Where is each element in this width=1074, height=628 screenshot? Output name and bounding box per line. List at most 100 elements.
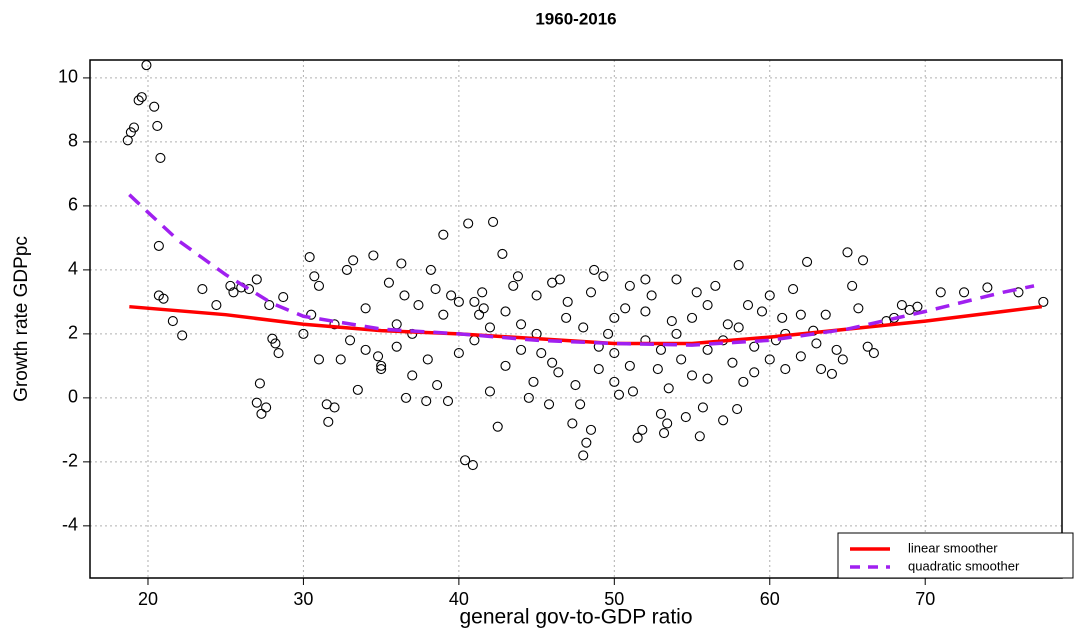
scatter-point	[484, 386, 496, 397]
scatter-point	[211, 300, 222, 311]
scatter-point	[500, 306, 511, 317]
y-tick-label: 8	[68, 131, 78, 151]
scatter-point	[831, 344, 842, 355]
scatter-point	[463, 218, 474, 229]
scatter-point	[562, 296, 573, 307]
scatter-point	[313, 354, 325, 365]
scatter-point	[780, 364, 791, 375]
legend-label: quadratic smoother	[908, 558, 1020, 573]
scatter-point	[438, 229, 449, 240]
scatter-point	[722, 319, 733, 330]
scatter-point	[432, 380, 443, 391]
scatter-point	[811, 338, 822, 349]
legend-box	[837, 532, 1074, 579]
scatter-point	[430, 284, 441, 295]
scatter-point	[659, 428, 670, 439]
scatter-point	[251, 397, 262, 408]
scatter-point	[133, 95, 144, 106]
y-tick-label: 4	[68, 259, 78, 279]
scatter-point	[718, 415, 729, 426]
scatter-point	[438, 309, 449, 320]
scatter-point	[197, 284, 208, 295]
scatter-point	[335, 354, 346, 365]
scatter-point	[795, 309, 806, 320]
scatter-point	[477, 287, 488, 298]
scatter-point	[531, 290, 542, 301]
scatter-point	[391, 341, 402, 352]
scatter-point	[727, 357, 738, 368]
scatter-point	[453, 348, 464, 359]
scatter-point	[396, 258, 407, 269]
scatter-point	[598, 271, 609, 282]
x-tick-label: 50	[604, 589, 624, 609]
scatter-point	[442, 396, 454, 407]
scatter-point	[474, 309, 485, 320]
scatter-point	[446, 290, 457, 301]
scatter-point	[400, 392, 412, 403]
scatter-point	[802, 256, 813, 267]
scatter-point	[686, 312, 698, 323]
scatter-point	[570, 380, 581, 391]
scatter-point	[270, 338, 281, 349]
scatter-point	[422, 354, 433, 365]
scatter-point	[554, 274, 565, 285]
scatter-point	[1038, 296, 1049, 307]
scatter-point	[149, 101, 160, 112]
scatter-point	[609, 348, 620, 359]
scatter-point	[733, 322, 744, 333]
scatter-point	[585, 424, 597, 435]
scatter-point	[309, 271, 320, 282]
scatter-point	[795, 351, 806, 362]
scatter-point	[671, 274, 682, 285]
scatter-point	[666, 316, 677, 327]
scatter-point	[360, 344, 371, 355]
scatter-point	[372, 351, 384, 362]
scatter-point	[251, 274, 262, 285]
scatter-point	[158, 293, 169, 304]
scatter-point	[710, 280, 721, 291]
scatter-point	[578, 450, 589, 461]
scatter-point	[254, 378, 265, 389]
scatter-point	[512, 271, 523, 282]
smoother-line	[129, 304, 1043, 346]
scatter-point	[732, 404, 743, 415]
scatter-point	[352, 384, 363, 395]
scatter-point	[578, 322, 589, 333]
scatter-point	[620, 303, 631, 314]
scatter-point	[453, 296, 464, 307]
scatter-point	[609, 312, 620, 323]
scatter-point	[788, 284, 799, 295]
scatter-point	[488, 216, 499, 227]
scatter-point	[264, 300, 275, 311]
scatter-point	[329, 319, 340, 330]
scatter-point	[857, 255, 869, 266]
legend: linear smoother quadratic smoother	[837, 532, 1074, 579]
scatter-point	[575, 399, 586, 410]
scatter-point	[341, 264, 353, 275]
scatter-point	[686, 370, 698, 381]
scatter-point	[702, 300, 713, 311]
scatter-point	[567, 418, 578, 429]
scatter-point	[935, 287, 946, 298]
scatter-point	[376, 360, 387, 371]
scatter-point	[624, 360, 635, 371]
scatter-point	[421, 396, 432, 407]
scatter-point	[589, 264, 600, 275]
scatter-point	[467, 460, 478, 471]
y-tick-label: -2	[62, 451, 78, 471]
scatter-point	[738, 376, 749, 387]
grid: 20 30 40 50 60 70 -4 -2 0 2 4 6 8 10	[58, 60, 1062, 609]
scatter-point	[609, 376, 620, 387]
scatter-point	[228, 287, 239, 298]
scatter-point	[278, 292, 289, 303]
scatter-point	[652, 364, 663, 375]
scatter-point	[469, 335, 480, 346]
scatter-point	[391, 319, 402, 330]
y-tick-label: 2	[68, 323, 78, 343]
scatter-point	[764, 354, 775, 365]
scatter-point	[702, 373, 713, 384]
smoother-line	[128, 193, 1035, 347]
scatter-point	[671, 328, 682, 339]
